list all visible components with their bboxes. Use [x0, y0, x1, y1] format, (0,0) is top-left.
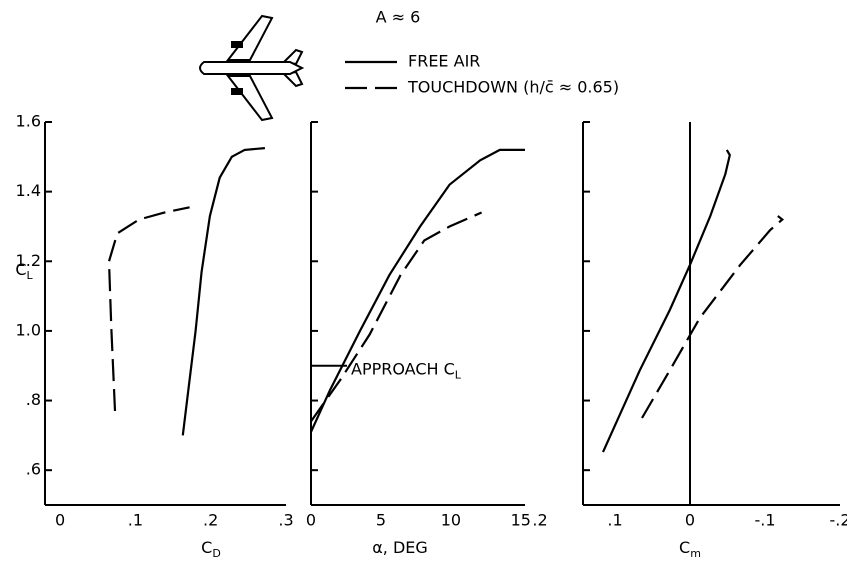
airplane-icon — [199, 14, 305, 122]
data-line — [641, 215, 785, 419]
legend-label: TOUCHDOWN (h/c̄ ≈ 0.65) — [407, 78, 619, 97]
y-axis-label: CL — [15, 260, 33, 283]
x-tick-label: 15 — [511, 511, 531, 530]
annotation: APPROACH CL — [351, 359, 462, 382]
y-axis-label-sub: L — [27, 269, 34, 282]
x-axis-label-main: α, DEG — [372, 538, 428, 557]
x-axis-label-main: C — [679, 538, 690, 557]
x-axis-label: α, DEG — [372, 538, 428, 557]
x-tick-label: .2 — [203, 511, 218, 530]
x-axis-label: CD — [201, 538, 221, 561]
data-line — [181, 147, 265, 436]
data-line — [601, 149, 731, 453]
annotation-main: APPROACH C — [351, 359, 455, 378]
y-tick-label: 1.2 — [16, 251, 41, 270]
x-tick-label: -.2 — [829, 511, 847, 530]
x-tick-label: 5 — [376, 511, 386, 530]
x-tick-label: .2 — [532, 511, 547, 530]
data-line — [107, 206, 190, 412]
x-tick-label: .1 — [607, 511, 622, 530]
x-tick-label: 10 — [441, 511, 461, 530]
data-line — [310, 211, 483, 423]
legend-label: FREE AIR — [408, 52, 480, 71]
y-tick-label: 1.6 — [16, 112, 41, 131]
legend: FREE AIR TOUCHDOWN (h/c̄ ≈ 0.65) — [345, 52, 619, 97]
x-tick-label: -.1 — [754, 511, 775, 530]
header-text: A ≈ 6 — [376, 8, 421, 27]
x-tick-label: 0 — [55, 511, 65, 530]
x-tick-label: .3 — [278, 511, 293, 530]
x-tick-label: 0 — [306, 511, 316, 530]
y-tick-label: .8 — [26, 390, 41, 409]
x-tick-label: 0 — [685, 511, 695, 530]
x-axis-label-main: C — [201, 538, 212, 557]
y-tick-label: 1.0 — [16, 320, 41, 339]
y-tick-label: .6 — [26, 460, 41, 479]
data-line — [309, 148, 525, 433]
annotation-sub: L — [455, 369, 462, 382]
x-tick-label: .1 — [128, 511, 143, 530]
y-axis-label-main: C — [15, 260, 26, 279]
y-tick-label: 1.4 — [16, 181, 41, 200]
x-axis-label-sub: D — [212, 547, 220, 560]
x-axis-label-sub: m — [690, 547, 701, 560]
x-axis-label: Cm — [679, 538, 701, 561]
